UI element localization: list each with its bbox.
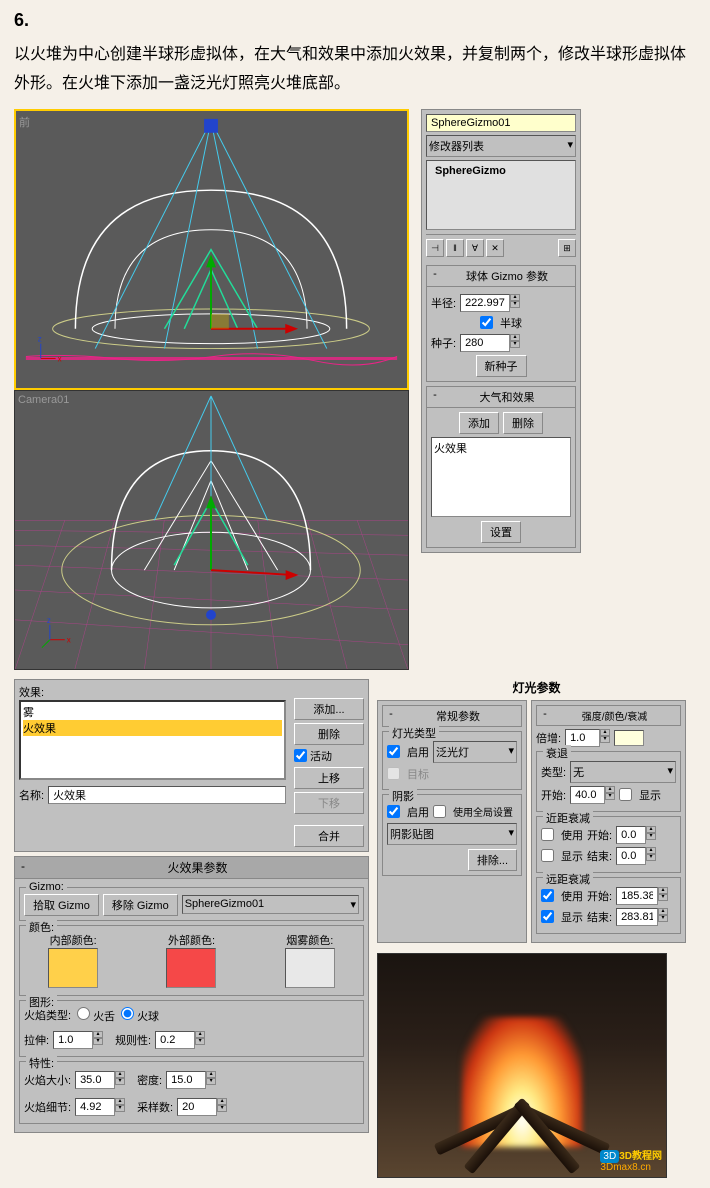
light-type-dropdown[interactable]: 泛光灯▾ bbox=[433, 741, 517, 763]
pick-gizmo-button[interactable]: 拾取 Gizmo bbox=[24, 894, 99, 916]
atmos-setup-button[interactable]: 设置 bbox=[481, 521, 521, 543]
tongue-radio[interactable] bbox=[77, 1007, 90, 1020]
radius-input[interactable] bbox=[460, 294, 510, 312]
flame-size-input[interactable] bbox=[75, 1071, 115, 1089]
regularity-input[interactable] bbox=[155, 1031, 195, 1049]
effects-list[interactable]: 雾 火效果 bbox=[19, 700, 286, 780]
sphere-gizmo-rollout[interactable]: -球体 Gizmo 参数 bbox=[426, 265, 576, 287]
modifier-panel: 修改器列表▾ SphereGizmo ⊣ ‖ ∀ ✕ ⊞ -球体 Gizmo 参… bbox=[421, 109, 581, 553]
far-end-input[interactable] bbox=[616, 908, 658, 926]
viewport-front[interactable]: 前 bbox=[14, 109, 409, 390]
shadow-type-dropdown[interactable]: 阴影贴图▾ bbox=[387, 823, 517, 845]
near-end-input[interactable] bbox=[616, 847, 646, 865]
chevron-down-icon: ▾ bbox=[350, 898, 356, 911]
name-label: 名称: bbox=[19, 787, 44, 803]
pin-icon[interactable]: ⊣ bbox=[426, 239, 444, 257]
atmos-list-item[interactable]: 火效果 bbox=[434, 440, 568, 456]
near-start-input[interactable] bbox=[616, 826, 646, 844]
light-general-panel: -常规参数 灯光类型 启用 泛光灯▾ 目标 阴影 启用使用全局设置 阴影贴图▾ … bbox=[377, 700, 527, 943]
color-group: 颜色: 内部颜色: 外部颜色: 烟雾颜色: bbox=[19, 925, 364, 996]
near-use-checkbox[interactable] bbox=[541, 828, 554, 841]
light-intensity-panel: -强度/颜色/衰减 倍增: ▴▾ 衰退 类型:无▾ 开始:▴▾显示 近距衰减 使… bbox=[531, 700, 686, 943]
shadow-enable-checkbox[interactable] bbox=[387, 805, 400, 818]
svg-text:z: z bbox=[47, 616, 51, 625]
atmos-add-button[interactable]: 添加 bbox=[459, 412, 499, 434]
seed-input[interactable] bbox=[460, 334, 510, 352]
smoke-color-swatch[interactable] bbox=[285, 948, 335, 988]
atmos-delete-button[interactable]: 删除 bbox=[503, 412, 543, 434]
seed-label: 种子: bbox=[431, 335, 456, 351]
samples-input[interactable] bbox=[177, 1098, 217, 1116]
light-params-title: 灯光参数 bbox=[377, 679, 696, 696]
move-up-button[interactable]: 上移 bbox=[294, 767, 364, 789]
remove-icon[interactable]: ✕ bbox=[486, 239, 504, 257]
exclude-button[interactable]: 排除... bbox=[468, 849, 517, 871]
move-down-button[interactable]: 下移 bbox=[294, 792, 364, 814]
merge-button[interactable]: 合并 bbox=[294, 825, 364, 847]
general-rollout[interactable]: -常规参数 bbox=[382, 705, 522, 727]
outer-color-swatch[interactable] bbox=[166, 948, 216, 988]
object-name-input[interactable] bbox=[426, 114, 576, 132]
description-text: 以火堆为中心创建半球形虚拟体，在大气和效果中添加火效果，并复制两个，修改半球形虚… bbox=[14, 41, 696, 99]
atmos-list[interactable]: 火效果 bbox=[431, 437, 571, 517]
viewports-container: 前 bbox=[14, 109, 409, 669]
far-start-input[interactable] bbox=[616, 887, 658, 905]
far-show-checkbox[interactable] bbox=[541, 910, 554, 923]
intensity-rollout[interactable]: -强度/颜色/衰减 bbox=[536, 705, 681, 726]
density-input[interactable] bbox=[166, 1071, 206, 1089]
svg-text:x: x bbox=[58, 354, 62, 363]
effects-panel: 效果: 雾 火效果 名称: 添加... 删除 活动 上移 下移 合并 bbox=[14, 679, 369, 852]
name-input[interactable] bbox=[48, 786, 286, 804]
light-color-swatch[interactable] bbox=[614, 730, 644, 746]
modifier-list-dropdown[interactable]: 修改器列表▾ bbox=[426, 135, 576, 157]
up-icon[interactable]: ▴ bbox=[510, 294, 520, 301]
gizmo-dropdown[interactable]: SphereGizmo01▾ bbox=[182, 895, 359, 914]
near-show-checkbox[interactable] bbox=[541, 849, 554, 862]
render-preview: 3D3D教程网 3Dmax8.cn bbox=[377, 953, 667, 1178]
modifier-toolbar: ⊣ ‖ ∀ ✕ ⊞ bbox=[426, 234, 576, 261]
remove-gizmo-button[interactable]: 移除 Gizmo bbox=[103, 894, 178, 916]
ball-radio[interactable] bbox=[121, 1007, 134, 1020]
modifier-stack[interactable]: SphereGizmo bbox=[426, 160, 576, 230]
viewport-camera-label: Camera01 bbox=[18, 394, 69, 406]
radius-label: 半径: bbox=[431, 295, 456, 311]
svg-text:z: z bbox=[38, 334, 42, 343]
stack-item[interactable]: SphereGizmo bbox=[429, 163, 573, 179]
decay-type-dropdown[interactable]: 无▾ bbox=[570, 761, 676, 783]
list-item-fog[interactable]: 雾 bbox=[23, 704, 282, 720]
viewport-front-label: 前 bbox=[19, 114, 30, 130]
active-checkbox[interactable] bbox=[294, 749, 307, 762]
effects-title: 效果: bbox=[19, 684, 286, 700]
light-enable-checkbox[interactable] bbox=[387, 745, 400, 758]
watermark: 3D3D教程网 3Dmax8.cn bbox=[600, 1147, 662, 1173]
down-icon[interactable]: ▾ bbox=[510, 301, 520, 308]
svg-text:x: x bbox=[67, 635, 71, 644]
atmos-rollout[interactable]: -大气和效果 bbox=[426, 386, 576, 408]
step-number: 6. bbox=[14, 10, 696, 31]
viewport-camera[interactable]: Camera01 bbox=[14, 390, 409, 671]
detail-input[interactable] bbox=[75, 1098, 115, 1116]
fire-params-rollout[interactable]: -火效果参数 bbox=[14, 856, 369, 879]
chevron-down-icon: ▾ bbox=[567, 138, 573, 154]
effects-delete-button[interactable]: 删除 bbox=[294, 723, 364, 745]
global-checkbox[interactable] bbox=[433, 805, 446, 818]
new-seed-button[interactable]: 新种子 bbox=[476, 355, 527, 377]
unique-icon[interactable]: ∀ bbox=[466, 239, 484, 257]
far-use-checkbox[interactable] bbox=[541, 889, 554, 902]
target-checkbox bbox=[387, 767, 400, 780]
list-item-fire[interactable]: 火效果 bbox=[23, 720, 282, 736]
gizmo-group: Gizmo: 拾取 Gizmo 移除 Gizmo SphereGizmo01▾ bbox=[19, 887, 364, 921]
effects-add-button[interactable]: 添加... bbox=[294, 698, 364, 720]
hemisphere-checkbox[interactable] bbox=[480, 316, 493, 329]
stretch-input[interactable] bbox=[53, 1031, 93, 1049]
props-group: 特性: 火焰大小:▴▾ 密度:▴▾ 火焰细节:▴▾ 采样数:▴▾ bbox=[19, 1061, 364, 1124]
shape-group: 图形: 火焰类型: 火舌 火球 拉伸:▴▾ 规则性:▴▾ bbox=[19, 1000, 364, 1057]
decay-show-checkbox[interactable] bbox=[619, 788, 632, 801]
inner-color-swatch[interactable] bbox=[48, 948, 98, 988]
decay-start-input[interactable] bbox=[570, 786, 605, 804]
config-icon[interactable]: ⊞ bbox=[558, 239, 576, 257]
show-icon[interactable]: ‖ bbox=[446, 239, 464, 257]
